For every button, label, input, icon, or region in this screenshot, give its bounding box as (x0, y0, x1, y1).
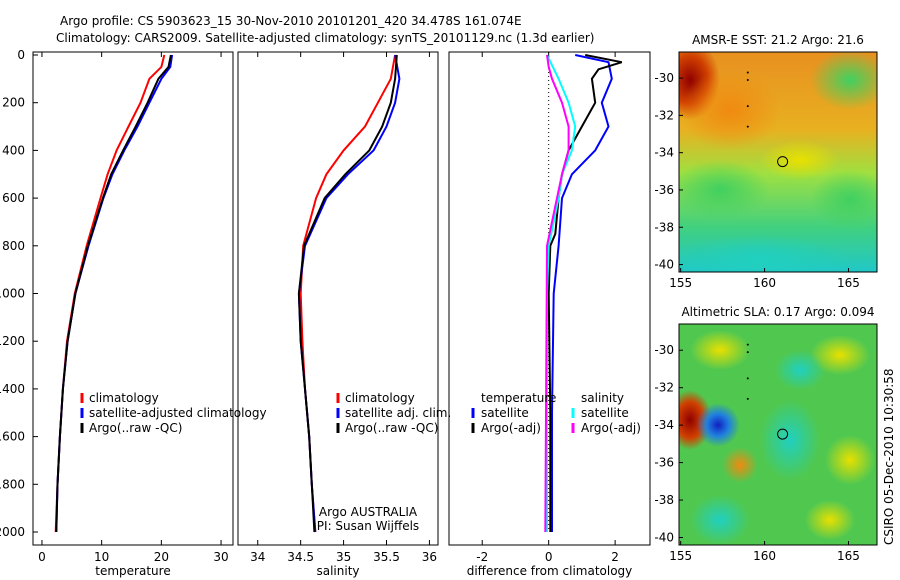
y-tick-label: 600 (2, 191, 25, 205)
series-line-salinity-argo-adj- (544, 54, 570, 533)
x-tick-label: 35.5 (373, 550, 400, 564)
y-tick-label: 800 (2, 239, 25, 253)
series-line-argo-raw-qc- (55, 54, 172, 533)
series-line-temperature-satellite (551, 54, 613, 532)
x-tick-label: 165 (837, 549, 860, 563)
annotation-text: PI: Susan Wijffels (317, 519, 419, 533)
legend-label: satellite adj. clim. (345, 406, 451, 420)
sst-map: AMSR-E SST: 21.2 Argo: 21.6 155 160 165 -30… (654, 33, 878, 290)
credit-text: CSIRO 05-Dec-2010 10:30:58 (882, 368, 896, 545)
salinity-panel: 34 34.5 35 35.5 36 salinity climatologysatelli… (237, 51, 451, 578)
series-line-climatology (299, 54, 397, 533)
y-tick-label: 1200 (0, 334, 25, 348)
title-line-1: Argo profile: CS 5903623_15 30-Nov-2010 … (60, 14, 522, 28)
y-tick-label: -38 (654, 493, 674, 507)
temperature-panel: 0 10 20 30 temperature 0 200 400 600 800 1000 1200 1… (0, 48, 267, 578)
series-line-satellite-adjusted-climatology (55, 54, 174, 533)
x-tick-label: 160 (753, 549, 776, 563)
legend-title: salinity (581, 391, 624, 405)
legend-label: Argo(..raw -QC) (345, 421, 438, 435)
y-tick-label: -38 (654, 220, 674, 234)
legend-label: satellite (481, 406, 529, 420)
x-tick-label: 2 (611, 550, 619, 564)
x-tick-label: 34 (250, 550, 265, 564)
argo-float-marker (777, 156, 789, 168)
track-point (746, 377, 749, 380)
axes-box (448, 51, 651, 546)
x-tick-label: 10 (94, 550, 109, 564)
x-tick-label: -2 (476, 550, 488, 564)
y-tick-label: -40 (654, 258, 674, 272)
legend-label: climatology (89, 391, 159, 405)
y-tick-label: -30 (654, 71, 674, 85)
legend-title: temperature (481, 391, 556, 405)
x-tick-label: 35 (336, 550, 351, 564)
x-tick-label: 0 (545, 550, 553, 564)
track-point (746, 343, 749, 346)
legend-label: climatology (345, 391, 415, 405)
sla-map-title: Altimetric SLA: 0.17 Argo: 0.094 (681, 305, 874, 319)
track-point (746, 105, 749, 108)
track-point (746, 78, 749, 81)
legend-label: Argo(-adj) (481, 421, 541, 435)
sla-map: Altimetric SLA: 0.17 Argo: 0.094 155 160 1… (654, 305, 878, 563)
legend-label: Argo(-adj) (581, 421, 641, 435)
title-line-2: Climatology: CARS2009. Satellite-adjuste… (56, 31, 594, 45)
x-tick-label: 30 (213, 550, 228, 564)
x-tick-label: 0 (38, 550, 46, 564)
y-tick-label: -30 (654, 343, 674, 357)
x-axis-label: difference from climatology (467, 564, 633, 578)
x-tick-label: 160 (753, 276, 776, 290)
sst-map-title: AMSR-E SST: 21.2 Argo: 21.6 (692, 33, 864, 47)
y-tick-label: -32 (654, 108, 674, 122)
y-tick-label: 1400 (0, 382, 25, 396)
y-tick-label: 2000 (0, 525, 25, 539)
series-line-satellite-adj-clim- (297, 54, 401, 533)
x-axis-label: temperature (95, 564, 170, 578)
x-tick-label: 20 (154, 550, 169, 564)
y-tick-label: 200 (2, 96, 25, 110)
legend-label: satellite-adjusted climatology (89, 406, 267, 420)
legend-label: satellite (581, 406, 629, 420)
series-line-argo-raw-qc- (297, 54, 398, 533)
series-line-temperature-argo-adj- (547, 54, 623, 532)
y-tick-label: -34 (654, 146, 674, 160)
track-point (746, 125, 749, 128)
track-point (746, 397, 749, 400)
y-tick-label: -34 (654, 418, 674, 432)
x-tick-label: 34.5 (287, 550, 314, 564)
x-tick-label: 165 (837, 276, 860, 290)
y-tick-label: 1000 (0, 287, 25, 301)
y-tick-label: -36 (654, 456, 674, 470)
x-axis-label: salinity (316, 564, 359, 578)
y-tick-label: -40 (654, 531, 674, 545)
y-tick-label: 0 (17, 48, 25, 62)
annotation-text: Argo AUSTRALIA (319, 505, 418, 519)
series-line-climatology (54, 54, 166, 533)
y-tick-label: -32 (654, 381, 674, 395)
x-tick-label: 155 (669, 549, 692, 563)
axes-box (237, 51, 439, 546)
x-tick-label: 155 (669, 276, 692, 290)
legend-label: Argo(..raw -QC) (89, 421, 182, 435)
y-tick-label: 1600 (0, 430, 25, 444)
y-tick-label: -36 (654, 183, 674, 197)
x-tick-label: 36 (422, 550, 437, 564)
y-tick-label: 400 (2, 143, 25, 157)
track-point (746, 71, 749, 74)
axes-box (32, 51, 234, 546)
y-tick-label: 1800 (0, 477, 25, 491)
track-point (746, 351, 749, 354)
argo-float-marker (777, 428, 789, 440)
